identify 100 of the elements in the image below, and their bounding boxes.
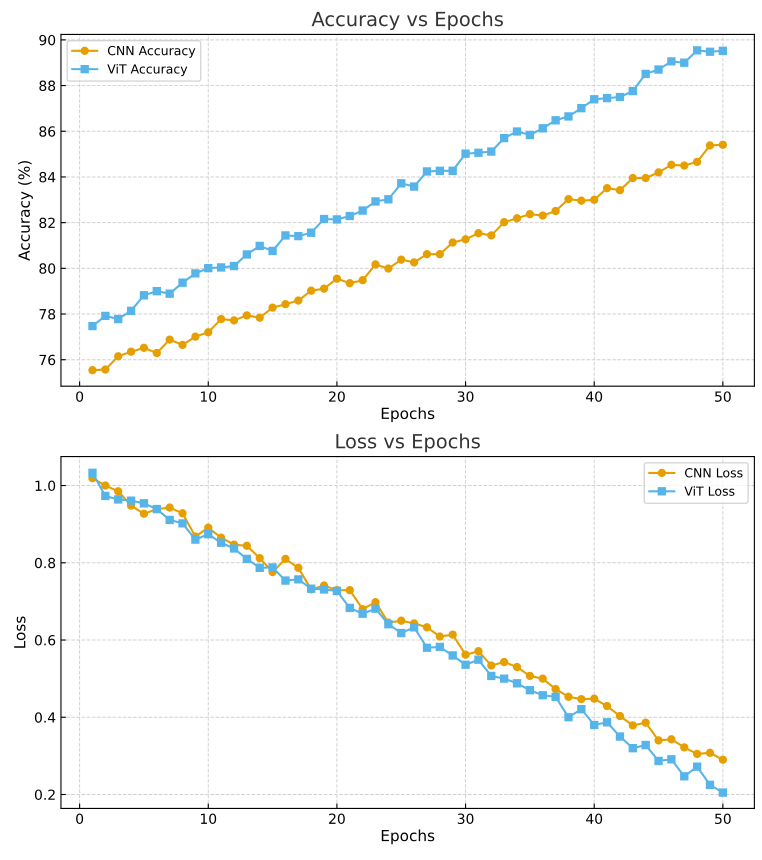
point — [166, 290, 174, 298]
point — [680, 772, 688, 781]
point — [88, 468, 97, 477]
point — [281, 576, 290, 585]
point — [371, 260, 380, 269]
point — [422, 644, 432, 652]
point — [397, 255, 406, 264]
point — [706, 141, 714, 150]
point — [616, 732, 624, 741]
y-tick-label: 88 — [39, 80, 56, 92]
point — [602, 718, 612, 726]
point — [602, 702, 612, 710]
point — [256, 564, 264, 572]
y-tick-label: 0.2 — [34, 789, 55, 800]
point — [642, 740, 650, 750]
y-tick-label: 82 — [39, 218, 55, 228]
point — [461, 235, 470, 244]
point — [667, 57, 676, 66]
point — [461, 650, 470, 659]
point — [551, 692, 560, 701]
point — [178, 340, 187, 350]
y-tick-label: 78 — [40, 308, 56, 320]
point — [216, 314, 226, 324]
point — [628, 744, 637, 752]
point — [500, 218, 508, 226]
point — [294, 296, 302, 305]
point — [577, 694, 586, 704]
point — [384, 264, 393, 273]
point — [166, 516, 174, 524]
point — [564, 713, 573, 722]
point — [114, 495, 122, 504]
point — [397, 616, 406, 625]
point — [577, 704, 586, 714]
y-tick-label: 86 — [39, 126, 56, 137]
point — [692, 46, 702, 55]
legend-label: CNN Accuracy — [108, 46, 196, 58]
point — [230, 262, 238, 270]
point — [114, 487, 122, 496]
point — [410, 182, 418, 191]
point — [101, 492, 110, 500]
point — [332, 274, 342, 283]
point — [346, 586, 354, 594]
point — [436, 166, 444, 175]
point — [358, 610, 367, 618]
point — [346, 279, 354, 288]
point — [654, 168, 663, 177]
point — [436, 250, 444, 258]
y-axis-title: Accuracy (%) — [18, 161, 33, 261]
point — [474, 228, 483, 238]
point — [242, 250, 252, 259]
point — [166, 503, 174, 512]
point — [307, 228, 316, 237]
point — [307, 286, 316, 295]
point — [500, 674, 508, 683]
point — [281, 554, 290, 564]
x-tick-label: 10 — [200, 391, 216, 402]
point — [487, 661, 496, 670]
point — [706, 48, 714, 56]
y-axis-title: Loss — [14, 616, 26, 648]
point — [448, 166, 457, 175]
point — [140, 510, 148, 518]
point — [216, 538, 226, 547]
point — [410, 623, 418, 632]
point — [718, 756, 728, 764]
point — [564, 194, 573, 204]
point — [642, 174, 650, 182]
point — [191, 332, 200, 341]
point — [256, 314, 264, 322]
point — [487, 672, 496, 680]
point — [512, 127, 522, 136]
point — [230, 316, 238, 325]
point — [358, 206, 367, 215]
point — [140, 344, 148, 352]
point — [448, 651, 457, 660]
x-axis-title: Epochs — [382, 829, 434, 844]
x-tick-label: 50 — [715, 814, 731, 824]
point — [178, 278, 187, 287]
point — [628, 86, 637, 96]
point — [178, 519, 187, 528]
point — [590, 694, 598, 703]
point — [526, 210, 534, 218]
point — [397, 628, 406, 638]
point — [474, 656, 483, 664]
point — [602, 94, 612, 102]
point — [461, 660, 470, 669]
chart-title: Loss vs Epochs — [336, 433, 480, 452]
point — [204, 530, 212, 538]
point — [692, 158, 702, 166]
x-tick-label: 0 — [76, 814, 84, 824]
x-tick-label: 40 — [586, 814, 602, 824]
point — [101, 481, 110, 490]
point — [140, 291, 148, 300]
point — [204, 264, 212, 272]
point — [680, 58, 688, 67]
point — [371, 604, 380, 613]
point — [642, 70, 650, 78]
y-tick-label: 90 — [39, 34, 56, 46]
point — [256, 554, 264, 562]
point — [654, 736, 663, 745]
x-tick-label: 10 — [200, 814, 216, 824]
